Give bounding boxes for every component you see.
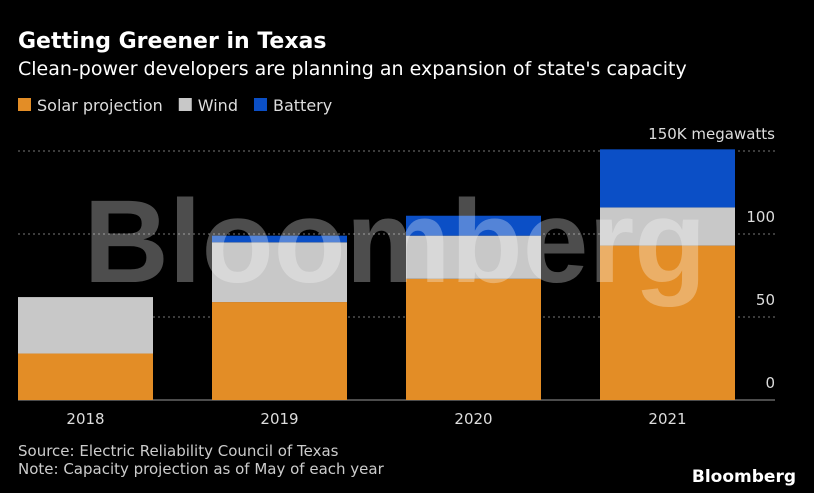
source-note: Source: Electric Reliability Council of … — [18, 442, 339, 460]
x-tick-label: 2021 — [648, 410, 686, 428]
bar-segment — [18, 297, 153, 354]
y-tick-label: 150K megawatts — [648, 125, 775, 143]
legend-label: Solar projection — [37, 96, 163, 115]
plot-area: 0 50 100 150K megawatts 2018 2019 2020 2021 — [18, 125, 775, 428]
chart-subtitle: Clean-power developers are planning an e… — [18, 58, 687, 80]
bar-segment — [600, 245, 735, 400]
legend-label: Wind — [198, 96, 238, 115]
x-tick-label: 2019 — [260, 410, 298, 428]
y-tick-label: 50 — [756, 291, 775, 309]
legend-label: Battery — [273, 96, 332, 115]
bar-segment — [212, 242, 347, 303]
bar-segment — [406, 278, 541, 400]
bar-segment — [18, 353, 153, 400]
y-tick-label: 0 — [765, 374, 775, 392]
legend-swatch — [253, 98, 267, 111]
legend-swatch — [18, 98, 31, 111]
y-tick-label: 100 — [746, 208, 775, 226]
legend-swatch — [178, 98, 192, 111]
footnote: Note: Capacity projection as of May of e… — [18, 460, 385, 478]
bar-segment — [600, 149, 735, 208]
bar-segment — [406, 235, 541, 279]
watermark: Bloomberg — [84, 176, 707, 308]
logo: Bloomberg — [692, 467, 796, 487]
bar-segment — [212, 235, 347, 243]
bar-segment — [212, 302, 347, 400]
x-tick-label: 2020 — [454, 410, 492, 428]
x-tick-label: 2018 — [66, 410, 104, 428]
bar-segment — [406, 215, 541, 236]
legend: Solar projection Wind Battery — [18, 96, 332, 115]
bar-segment — [600, 207, 735, 246]
chart-title: Getting Greener in Texas — [18, 29, 326, 54]
